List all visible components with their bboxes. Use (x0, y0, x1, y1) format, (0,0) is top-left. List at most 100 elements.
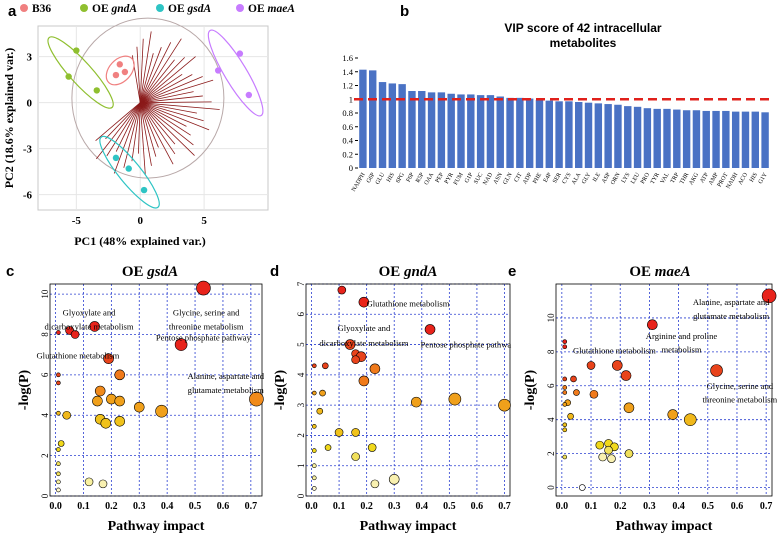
legend-label-1: OE gndA (92, 3, 137, 15)
pca-xtick-label: 5 (201, 215, 207, 227)
pathway-point (57, 440, 65, 447)
pathway-annotation: glutamate metabolism (693, 311, 769, 321)
scatter-ylabel: -log(P) (17, 369, 32, 410)
pathway-point (578, 484, 586, 491)
vip-bar-ILE (643, 108, 652, 168)
pathway-point (311, 424, 317, 429)
vip-xtick-label: LYS (621, 172, 632, 184)
pca-biplot: -5 0 5 3 0 -3 -6 (23, 17, 269, 227)
scatter-xtick-label: 0.6 (471, 501, 484, 512)
pathway-annotation: Arginine and proline (646, 331, 718, 341)
vip-xtick-label: PRO (640, 171, 651, 185)
pca-loading-arrow (113, 102, 141, 174)
pca-point (245, 91, 253, 99)
vip-xtick-label: F6P (406, 171, 416, 183)
panel-label-d: d (270, 263, 279, 280)
pathway-point (56, 330, 61, 335)
pathway-annotation: dicarboxylate metabolism (319, 338, 408, 348)
scatter-ytick-label: 0 (40, 493, 50, 498)
scatter-xtick-label: 0.3 (133, 501, 146, 512)
pathway-annotation: dicarboxylate metabolism (45, 321, 134, 331)
scatter-ytick-label: 6 (40, 372, 50, 377)
scatter-xtick-label: 0.3 (643, 501, 656, 512)
pathway-point (249, 391, 264, 407)
pathway-point (647, 319, 658, 331)
vip-xtick-label: VAL (660, 172, 671, 185)
vip-xtick-label: ALA (571, 171, 583, 185)
pca-loading-arrow (139, 102, 159, 148)
vip-bar-G6P (369, 70, 377, 168)
pca-loading-arrow (139, 102, 152, 166)
pathway-scatter-gsdA: OE gsdA 0.0 0.1 0.2 0.3 0.4 0.5 0.6 0.7 0 2 4 6 8 10 Gl… (17, 264, 265, 534)
pca-loading-arrow (123, 102, 141, 168)
vip-bar-ASP (575, 102, 583, 168)
scatter-title-c: OE gsdA (122, 264, 178, 280)
vip-xtick-label: SUC (473, 172, 484, 185)
scatter-xtick-label: 0.2 (360, 501, 373, 512)
vip-bar-CIT (535, 99, 544, 168)
pca-point (112, 71, 120, 79)
vip-xtick-label: ORN (610, 171, 622, 186)
pca-loading-arrow (96, 102, 141, 160)
pathway-annotation: Glyoxylate and (63, 307, 116, 317)
vip-xtick-label: PHE (532, 172, 543, 185)
pca-point (121, 68, 129, 76)
vip-bar-GLU (378, 82, 387, 168)
pca-loading-arrow (140, 102, 210, 131)
vip-xtick-label: G1Y (758, 171, 769, 185)
vip-xtick-label: NAD (482, 171, 494, 186)
scatter-xtick-label: 0.0 (556, 501, 569, 512)
vip-ytick-label: 0.4 (342, 136, 353, 146)
scatter-ytick-label: 2 (296, 433, 306, 438)
legend-marker-2 (156, 4, 164, 12)
pathway-point (562, 402, 568, 407)
vip-ytick-label: 1 (349, 94, 353, 104)
pathway-point (667, 409, 679, 420)
vip-ytick-label: 1.2 (342, 81, 353, 91)
pathway-point (607, 454, 616, 463)
pathway-point (567, 412, 574, 420)
pathway-point (114, 415, 126, 427)
vip-title-line1: VIP score of 42 intracellular (504, 21, 662, 35)
vip-bar-ACO (496, 96, 504, 168)
vip-xtick-label: PYR (444, 172, 455, 185)
scatter-ytick-label: 5 (296, 342, 306, 347)
vip-ytick-label: 0.6 (342, 122, 353, 132)
pathway-point (573, 389, 580, 396)
vip-xtick-label: ATP (699, 171, 710, 184)
pathway-point (424, 324, 436, 335)
scatter-ytick-label: 0 (296, 493, 306, 498)
pathway-point (56, 479, 61, 485)
pca-xtick-label: -5 (72, 215, 82, 227)
scatter-ytick-label: 4 (40, 412, 50, 417)
vip-xtick-label: ASP (601, 171, 612, 184)
vip-xtick-label: HIS (749, 172, 759, 183)
pathway-point (311, 390, 317, 396)
panel-label-b: b (400, 3, 409, 20)
scatter-ylabel: -log(P) (273, 369, 288, 410)
pathway-point (589, 389, 599, 399)
pathway-point (623, 402, 635, 414)
pathway-point (620, 370, 632, 381)
pathway-point (358, 375, 370, 387)
vip-bar-MET (702, 110, 710, 168)
pathway-point (611, 360, 623, 371)
pca-loading-arrow (140, 74, 193, 104)
scatter-xtick-label: 0.3 (388, 501, 401, 512)
vip-xtick-label: ACO (738, 171, 750, 186)
scatter-xtick-label: 0.5 (189, 501, 202, 512)
pca-loading-arrow (139, 56, 196, 103)
pathway-point (562, 422, 568, 428)
pca-loading-arrow (140, 102, 197, 114)
pca-loading-arrow (139, 47, 162, 103)
pca-loading-arrow (139, 102, 195, 156)
pca-group-ellipse-1 (47, 36, 114, 109)
scatter-xlabel: Pathway impact (616, 519, 713, 534)
pathway-scatter-maeA: OE maeA 0.0 0.1 0.2 0.3 0.4 0.5 0.6 0.7 0 2 4 6 8 10 Al… (523, 264, 778, 534)
pathway-point (562, 390, 568, 395)
vip-bar-SER (584, 102, 593, 168)
pathway-point (316, 407, 324, 415)
pca-loading-arrow (115, 102, 141, 152)
pca-loading-arrow (140, 102, 191, 136)
pathway-annotation: Glutathione metabolism (367, 299, 450, 309)
